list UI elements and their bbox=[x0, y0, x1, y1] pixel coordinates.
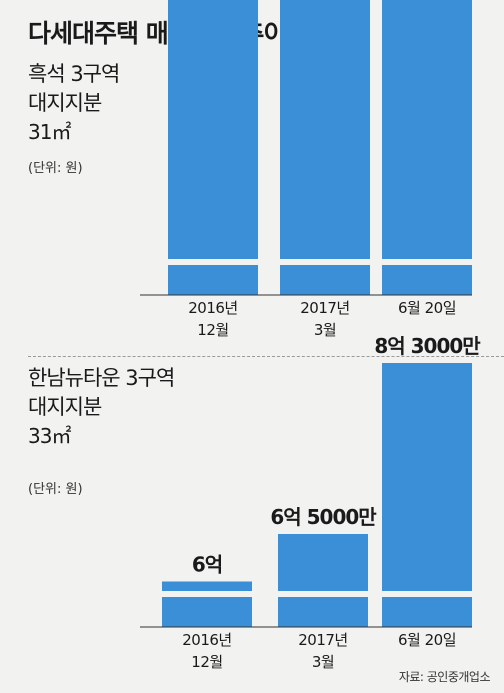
panel-title-line2: 대지지분 bbox=[28, 395, 102, 419]
unit-note: (단위: 원) bbox=[28, 161, 83, 176]
bar bbox=[168, 0, 258, 295]
tick-label: 6월 20일 bbox=[398, 631, 456, 649]
bar bbox=[280, 0, 370, 295]
axis-break bbox=[381, 259, 473, 265]
tick-label: 2017년 bbox=[300, 299, 349, 317]
source-note: 자료: 공인중개업소 bbox=[398, 670, 491, 684]
tick-label: 2016년 bbox=[182, 631, 231, 649]
panel-hannam: 한남뉴타운 3구역 대지지분 33㎡ (단위: 원) 6억 2016년 12월 6억 … bbox=[0, 334, 504, 693]
panel-heukseok: 흑석 3구역 대지지분 31㎡ (단위: 원) 2억 8500만2016년12월… bbox=[0, 0, 504, 350]
panel-area: 31㎡ bbox=[28, 120, 71, 144]
tick-label: 3월 bbox=[312, 653, 334, 671]
bar bbox=[382, 0, 472, 295]
data-label: 8억 3000만 bbox=[374, 334, 481, 358]
axis-break bbox=[381, 591, 473, 597]
tick-label: 2017년 bbox=[298, 631, 347, 649]
bar bbox=[382, 363, 472, 627]
bar bbox=[162, 581, 252, 627]
tick-label: 6월 20일 bbox=[398, 299, 456, 317]
data-label: 6억 bbox=[192, 553, 222, 577]
panel-title-line1: 한남뉴타운 3구역 bbox=[28, 366, 175, 390]
panel-area: 33㎡ bbox=[28, 424, 71, 448]
bar-chart-hannam: 6억 2016년 12월 6억 5000만 2017년 3월 8억 3000만 6월 20일 bbox=[140, 334, 482, 671]
tick-label: 12월 bbox=[191, 653, 222, 671]
axis-break bbox=[277, 591, 369, 597]
panel-separator bbox=[28, 356, 504, 357]
panel-title-line2: 대지지분 bbox=[28, 91, 102, 115]
bar-chart-heukseok: 2억 8500만2016년12월3억2017년3월3억 2000만6월 20일 bbox=[140, 0, 473, 339]
panel-title-line1: 흑석 3구역 bbox=[28, 62, 120, 86]
data-label: 6억 5000만 bbox=[270, 505, 377, 529]
tick-label: 12월 bbox=[197, 321, 228, 339]
tick-label: 3월 bbox=[314, 321, 336, 339]
panel-title: 흑석 3구역 대지지분 31㎡ bbox=[28, 60, 120, 147]
bar bbox=[278, 534, 368, 627]
tick-label: 2016년 bbox=[188, 299, 237, 317]
axis-break bbox=[167, 259, 259, 265]
axis-break bbox=[161, 591, 253, 597]
axis-break bbox=[279, 259, 371, 265]
unit-note: (단위: 원) bbox=[28, 482, 83, 497]
panel-title: 한남뉴타운 3구역 대지지분 33㎡ bbox=[28, 364, 175, 451]
